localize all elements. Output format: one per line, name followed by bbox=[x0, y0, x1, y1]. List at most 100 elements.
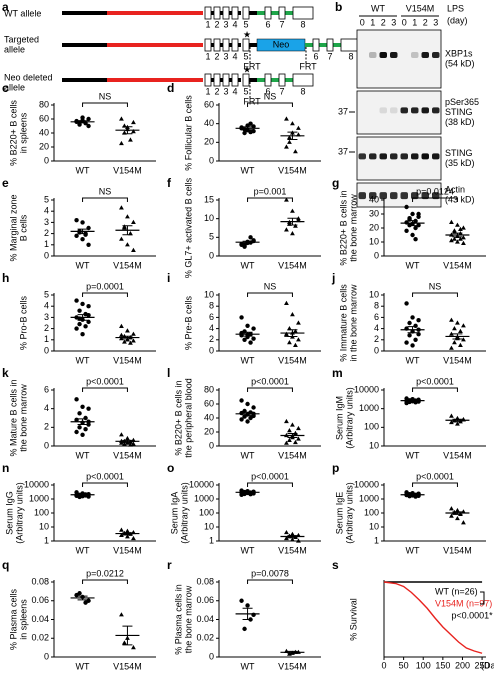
error-bar bbox=[122, 532, 133, 536]
frt-label: FRT bbox=[243, 61, 261, 71]
y-tick-label: 0.06 bbox=[196, 595, 214, 605]
data-point bbox=[407, 320, 412, 326]
band bbox=[400, 153, 408, 160]
y-axis-label: % B220+ B cells in bbox=[338, 190, 348, 265]
panel-label: n bbox=[2, 461, 9, 475]
y-tick-label: 2 bbox=[44, 422, 49, 432]
y-tick-label: 0 bbox=[44, 250, 49, 260]
data-point bbox=[410, 232, 415, 238]
data-point bbox=[122, 441, 127, 446]
y-tick-label: 20 bbox=[204, 426, 214, 436]
data-point bbox=[449, 238, 454, 243]
data-point bbox=[452, 236, 457, 241]
y-axis-label: the bone marrow bbox=[18, 384, 28, 452]
data-point bbox=[125, 435, 130, 441]
x-tick-label: 50 bbox=[399, 660, 409, 670]
data-point bbox=[287, 437, 292, 442]
sig-bracket bbox=[82, 482, 128, 487]
y-axis-label: Serum IgG bbox=[4, 491, 14, 535]
y-axis-label: % Pre-B cells bbox=[183, 295, 193, 350]
data-point bbox=[293, 328, 298, 333]
band bbox=[390, 107, 398, 114]
y-tick-label: 10 bbox=[204, 289, 214, 299]
data-point bbox=[251, 405, 256, 410]
data-point bbox=[131, 219, 136, 224]
data-point bbox=[119, 432, 124, 437]
y-tick-label: 2 bbox=[374, 334, 379, 344]
sig-bracket bbox=[247, 102, 293, 107]
data-point bbox=[284, 144, 289, 149]
exon bbox=[231, 73, 239, 87]
intron bbox=[229, 78, 232, 82]
y-tick-label: 10 bbox=[204, 521, 214, 531]
data-point bbox=[119, 323, 124, 328]
x-tick-label: V154M bbox=[443, 355, 472, 365]
data-point bbox=[251, 612, 256, 618]
lane-label: 0 bbox=[360, 17, 365, 27]
data-point bbox=[455, 239, 460, 244]
y-tick-label: 5 bbox=[44, 289, 49, 299]
data-point bbox=[245, 401, 250, 407]
data-point bbox=[290, 312, 295, 317]
panel-label: d bbox=[167, 81, 174, 95]
marker-label: 37 bbox=[338, 146, 348, 156]
exon bbox=[204, 73, 212, 87]
exon-label: 5 bbox=[243, 51, 248, 61]
intron bbox=[62, 43, 107, 47]
lane-label: 3 bbox=[391, 17, 396, 27]
lane-label: 3 bbox=[433, 17, 438, 27]
error-bar bbox=[242, 126, 253, 131]
y-axis-label: Serum IgM bbox=[334, 396, 344, 440]
blot-row-label: STING bbox=[445, 148, 473, 158]
band bbox=[411, 153, 419, 160]
exon bbox=[204, 6, 212, 20]
data-point bbox=[284, 227, 289, 232]
sig-bracket bbox=[247, 579, 293, 584]
lane-label: 1 bbox=[412, 17, 417, 27]
y-axis-label: % B220+ B cells bbox=[8, 100, 18, 166]
star: ★ bbox=[243, 64, 251, 74]
data-point bbox=[452, 326, 457, 331]
blot-row-label: STING bbox=[445, 107, 473, 117]
exon bbox=[242, 73, 250, 87]
band bbox=[358, 192, 366, 200]
band bbox=[400, 192, 408, 200]
exon-label: 1 bbox=[205, 51, 210, 61]
band bbox=[411, 52, 419, 59]
data-point bbox=[407, 217, 412, 222]
survival-line bbox=[383, 581, 483, 654]
exon bbox=[222, 38, 230, 52]
y-tick-label: 4 bbox=[374, 323, 379, 333]
y-tick-label: 2 bbox=[44, 228, 49, 238]
sig-bracket bbox=[82, 197, 128, 202]
data-point bbox=[284, 197, 289, 202]
data-point bbox=[287, 428, 292, 433]
row-label: allele bbox=[4, 82, 25, 92]
intron bbox=[229, 11, 232, 15]
sig-bracket bbox=[480, 591, 485, 605]
data-point bbox=[461, 323, 466, 328]
y-axis-label: % Plasma cells bbox=[8, 588, 18, 650]
intron bbox=[62, 78, 107, 82]
exon bbox=[231, 6, 239, 20]
data-point bbox=[119, 140, 124, 146]
data-point bbox=[290, 231, 295, 236]
data-point bbox=[239, 315, 244, 320]
exon bbox=[231, 38, 239, 52]
data-point bbox=[74, 326, 79, 331]
region-red bbox=[107, 43, 203, 47]
data-point bbox=[131, 535, 136, 541]
x-axis-label: (Day) bbox=[481, 660, 494, 670]
x-tick-label: V154M bbox=[278, 165, 307, 175]
intron bbox=[211, 43, 214, 47]
exon bbox=[292, 6, 314, 20]
data-point bbox=[74, 397, 79, 402]
y-tick-label: 0 bbox=[209, 155, 214, 165]
data-point bbox=[86, 123, 91, 129]
data-point bbox=[248, 129, 253, 135]
data-point bbox=[284, 116, 289, 121]
y-tick-label: 3 bbox=[44, 217, 49, 227]
panel-label: a bbox=[2, 0, 9, 14]
exon-label: 4 bbox=[232, 51, 237, 61]
data-point bbox=[80, 115, 85, 120]
